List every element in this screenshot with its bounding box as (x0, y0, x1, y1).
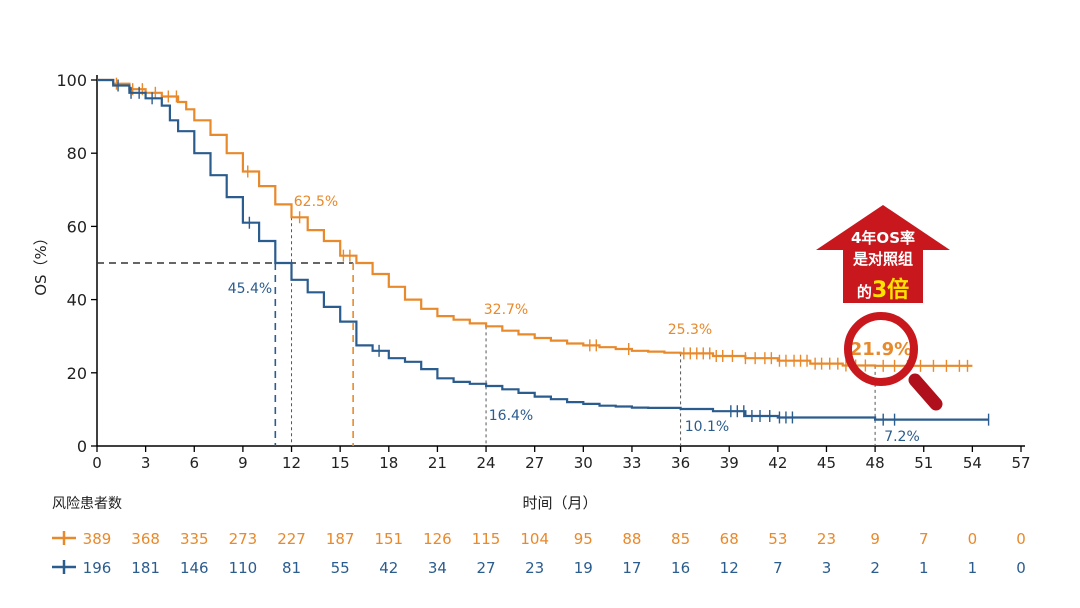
data-label: 25.3% (668, 322, 712, 338)
x-tick-label: 18 (379, 454, 398, 472)
at-risk-count: 273 (229, 530, 258, 548)
y-tick-label: 0 (77, 437, 87, 456)
at-risk-count: 12 (720, 559, 739, 577)
x-tick-label: 36 (671, 454, 690, 472)
at-risk-count: 3 (822, 559, 832, 577)
magnifier-icon (844, 312, 943, 411)
y-tick-label: 20 (67, 364, 87, 383)
at-risk-count: 1 (919, 559, 929, 577)
y-tick-label: 100 (56, 71, 87, 90)
data-label: 16.4% (489, 408, 533, 424)
at-risk-count: 115 (472, 530, 501, 548)
at-risk-count: 368 (131, 530, 160, 548)
at-risk-count: 227 (277, 530, 306, 548)
at-risk-count: 0 (1016, 530, 1026, 548)
at-risk-count: 55 (331, 559, 350, 577)
at-risk-count: 81 (282, 559, 301, 577)
km-curve-series-1 (97, 78, 973, 367)
y-axis-title: OS（%） (32, 230, 50, 296)
x-tick-label: 39 (720, 454, 739, 472)
at-risk-count: 7 (919, 530, 929, 548)
at-risk-count: 187 (326, 530, 355, 548)
x-tick-label: 21 (428, 454, 447, 472)
at-risk-count: 27 (477, 559, 496, 577)
data-label: 7.2% (884, 429, 920, 445)
at-risk-count: 104 (520, 530, 549, 548)
callout-line-3: 的3倍 (857, 277, 909, 303)
at-risk-count: 181 (131, 559, 160, 577)
at-risk-count: 196 (83, 559, 112, 577)
at-risk-count: 34 (428, 559, 447, 577)
at-risk-count: 88 (622, 530, 641, 548)
at-risk-count: 0 (968, 530, 978, 548)
x-tick-label: 33 (622, 454, 641, 472)
km-curve-series-2 (97, 78, 989, 421)
data-label: 21.9% (850, 339, 912, 360)
x-tick-label: 51 (914, 454, 933, 472)
x-tick-label: 9 (238, 454, 248, 472)
at-risk-count: 16 (671, 559, 690, 577)
x-tick-label: 42 (768, 454, 787, 472)
at-risk-count: 42 (379, 559, 398, 577)
x-tick-label: 30 (574, 454, 593, 472)
x-tick-label: 3 (141, 454, 151, 472)
at-risk-count: 19 (574, 559, 593, 577)
x-tick-label: 12 (282, 454, 301, 472)
data-label: 62.5% (294, 194, 338, 210)
data-label: 10.1% (685, 419, 729, 435)
at-risk-count: 17 (622, 559, 641, 577)
x-tick-label: 48 (866, 454, 885, 472)
x-tick-label: 57 (1011, 454, 1030, 472)
at-risk-count: 126 (423, 530, 452, 548)
at-risk-count: 7 (773, 559, 783, 577)
at-risk-count: 23 (525, 559, 544, 577)
at-risk-count: 1 (968, 559, 978, 577)
at-risk-count: 146 (180, 559, 209, 577)
x-tick-label: 54 (963, 454, 982, 472)
callout-line-3-prefix: 的 (857, 283, 872, 301)
at-risk-count: 110 (229, 559, 258, 577)
data-label: 32.7% (484, 302, 528, 318)
x-axis-title: 时间（月） (522, 494, 597, 512)
callout-line-1: 4年OS率 (851, 229, 915, 247)
y-tick-label: 40 (67, 291, 87, 310)
callout-line-2: 是对照组 (852, 250, 913, 268)
at-risk-count: 53 (768, 530, 787, 548)
y-tick-label: 60 (67, 217, 87, 236)
callout-highlight: 3倍 (872, 277, 909, 303)
risk-table-title: 风险患者数 (52, 496, 122, 512)
at-risk-count: 151 (374, 530, 403, 548)
x-tick-label: 6 (189, 454, 199, 472)
x-tick-label: 24 (477, 454, 496, 472)
at-risk-count: 68 (720, 530, 739, 548)
at-risk-count: 9 (870, 530, 880, 548)
at-risk-count: 389 (83, 530, 112, 548)
at-risk-count: 0 (1016, 559, 1026, 577)
at-risk-count: 23 (817, 530, 836, 548)
at-risk-count: 95 (574, 530, 593, 548)
x-tick-label: 27 (525, 454, 544, 472)
callout-arrow (816, 205, 950, 303)
y-tick-label: 80 (67, 144, 87, 163)
data-label: 45.4% (228, 281, 272, 297)
at-risk-count: 85 (671, 530, 690, 548)
at-risk-count: 2 (870, 559, 880, 577)
at-risk-count: 335 (180, 530, 209, 548)
x-tick-label: 45 (817, 454, 836, 472)
x-tick-label: 15 (331, 454, 350, 472)
x-tick-label: 0 (92, 454, 102, 472)
